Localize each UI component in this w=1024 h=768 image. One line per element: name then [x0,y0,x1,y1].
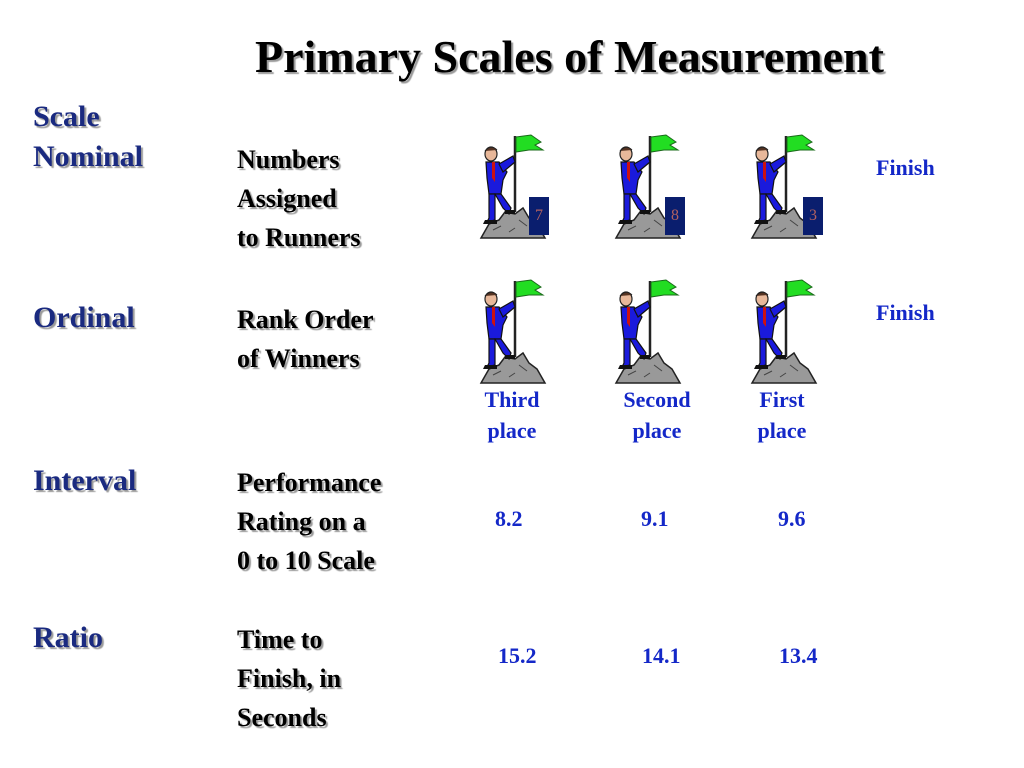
description-line: Seconds [237,703,327,732]
runner-number-badge: 7 [529,197,549,235]
place-label-third: Third place [472,384,552,446]
runner-number-badge: 3 [803,197,823,235]
description-ratio: Time to Finish, in Seconds [237,620,341,737]
description-line: to Runners [237,223,361,252]
place-line: First [759,387,805,412]
description-nominal: Numbers Assigned to Runners [237,140,361,257]
description-interval: Performance Rating on a 0 to 10 Scale [237,463,381,580]
scale-header: Scale [33,100,100,133]
scale-label-nominal: Nominal [33,140,144,173]
description-line: of Winners [237,344,360,373]
place-line: place [757,418,807,443]
place-line: Second [623,387,691,412]
description-line: Assigned [237,184,337,213]
scale-label-ordinal: Ordinal [33,301,135,334]
scale-label-interval: Interval [33,464,137,497]
runner-number-badge: 8 [665,197,685,235]
finish-label: Finish [876,300,935,325]
place-line: Third [484,387,540,412]
description-line: Rating on a [237,507,366,536]
runner-with-flag-icon [750,279,820,385]
description-line: 0 to 10 Scale [237,546,375,575]
finish-label: Finish [876,155,935,180]
interval-value: 9.1 [641,506,669,531]
runner-with-flag-icon [479,279,549,385]
place-label-first: First place [742,384,822,446]
scale-label-ratio: Ratio [33,621,103,654]
description-line: Numbers [237,145,340,174]
description-line: Rank Order [237,305,374,334]
ratio-value: 13.4 [779,643,818,668]
runner-with-flag-icon [614,279,684,385]
interval-value: 9.6 [778,506,806,531]
description-line: Time to [237,625,323,654]
description-line: Performance [237,468,382,497]
description-ordinal: Rank Order of Winners [237,300,374,378]
interval-value: 8.2 [495,506,523,531]
description-line: Finish, in [237,664,342,693]
ratio-value: 14.1 [642,643,681,668]
place-label-second: Second place [612,384,702,446]
ratio-value: 15.2 [498,643,537,668]
place-line: place [632,418,682,443]
place-line: place [487,418,537,443]
page-title: Primary Scales of Measurement [255,31,884,82]
